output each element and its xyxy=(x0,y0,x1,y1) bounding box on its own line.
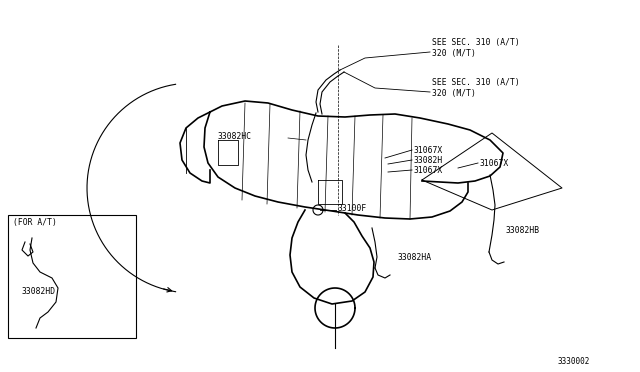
Bar xyxy=(8,215,136,338)
Text: 31067X: 31067X xyxy=(414,145,444,154)
Text: 31067X: 31067X xyxy=(414,166,444,174)
Text: SEE SEC. 310 (A/T)
320 (M/T): SEE SEC. 310 (A/T) 320 (M/T) xyxy=(432,38,520,58)
Text: 33082HB: 33082HB xyxy=(506,225,540,234)
Text: 33082H: 33082H xyxy=(414,155,444,164)
Text: 3330002: 3330002 xyxy=(558,357,590,366)
Text: 33082HA: 33082HA xyxy=(398,253,432,263)
Text: 33082HD: 33082HD xyxy=(22,288,56,296)
Text: 31067X: 31067X xyxy=(480,158,509,167)
Text: 33082HC: 33082HC xyxy=(218,131,252,141)
Text: 33100F: 33100F xyxy=(338,203,367,212)
Text: (FOR A/T): (FOR A/T) xyxy=(13,218,57,227)
Text: SEE SEC. 310 (A/T)
320 (M/T): SEE SEC. 310 (A/T) 320 (M/T) xyxy=(432,78,520,98)
